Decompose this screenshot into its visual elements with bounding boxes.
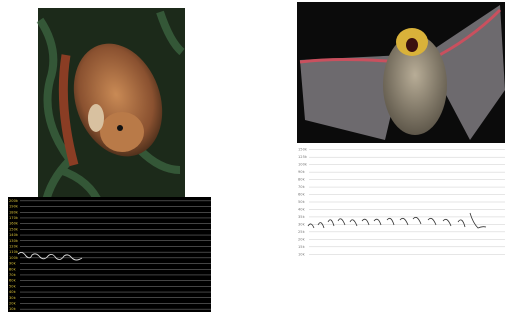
tick-label: 15k [298, 245, 306, 249]
tick-label: 200k [9, 199, 19, 203]
bat-photo-left [38, 8, 185, 205]
tick-label: 25k [298, 230, 306, 234]
tick-label: 40k [298, 207, 306, 211]
page: 10k20k30k40k50k60k70k80k90k100k110k120k1… [0, 0, 505, 312]
tick-label: 70k [9, 273, 17, 277]
bat-photo-right [297, 2, 505, 143]
tick-label: 30k [298, 222, 306, 226]
tick-label: 90k [298, 170, 306, 174]
tick-label: 150k [9, 227, 19, 231]
tick-label: 160k [9, 222, 19, 226]
tick-label: 140k [9, 233, 19, 237]
tick-label: 100k [9, 256, 19, 260]
tick-label: 10k [9, 307, 17, 311]
tick-label: 90k [9, 262, 17, 266]
tick-label: 40k [9, 290, 17, 294]
tick-label: 120k [9, 244, 19, 248]
tick-label: 10k [298, 252, 306, 256]
tick-label: 70k [298, 185, 306, 189]
spectrogram-left: 10k20k30k40k50k60k70k80k90k100k110k120k1… [8, 197, 211, 312]
tick-label: 190k [9, 205, 19, 209]
spectrogram-right: 10k 15k 20k 25k 30k 35k 40k 50k 60k 70k 80k 90k 100k… [297, 145, 505, 262]
tick-label: 50k [9, 284, 17, 288]
screen: 10k20k30k40k50k60k70k80k90k100k110k120k1… [0, 0, 505, 312]
tick-label: 180k [9, 210, 19, 214]
tick-label: 100k [298, 163, 308, 167]
tick-label: 130k [9, 239, 19, 243]
tick-label: 60k [298, 193, 306, 197]
tick-label: 80k [9, 267, 17, 271]
tick-label: 110k [9, 250, 19, 254]
tick-label: 20k [298, 237, 306, 241]
tick-label: 60k [9, 279, 17, 283]
tick-label: 30k [9, 296, 17, 300]
tick-label: 170k [9, 216, 19, 220]
tick-label: 20k [9, 301, 17, 305]
tick-label: 80k [298, 178, 306, 182]
tick-label: 50k [298, 200, 306, 204]
tick-label: 150k [298, 148, 308, 152]
tick-label: 125k [298, 155, 308, 159]
tick-label: 35k [298, 215, 306, 219]
